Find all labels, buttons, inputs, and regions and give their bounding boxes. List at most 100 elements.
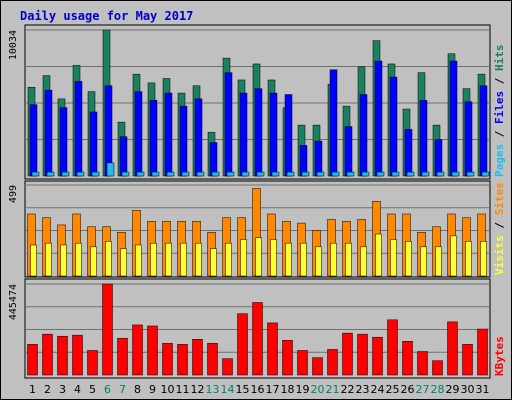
bar-pages-day-19: [301, 171, 310, 177]
bar-kbytes-day-11: [177, 344, 188, 376]
bar-kbytes-day-25: [387, 319, 398, 376]
bar-kbytes-day-21: [327, 349, 338, 376]
bar-visits-day-24: [375, 233, 382, 277]
bar-files-day-11: [179, 105, 188, 177]
bar-visits-day-11: [180, 242, 187, 277]
bar-files-day-15: [239, 92, 248, 177]
bar-pages-day-8: [136, 171, 145, 177]
bar-kbytes-day-13: [207, 343, 218, 376]
bar-visits-day-16: [255, 237, 262, 277]
panel-hits: 10034 Pages / Files / Hits: [8, 24, 506, 180]
bar-kbytes-day-3: [57, 335, 68, 376]
bar-pages-day-30: [466, 171, 475, 177]
bar-visits-day-14: [225, 242, 232, 277]
bar-pages-day-9: [151, 171, 160, 177]
bar-visits-day-26: [405, 241, 412, 277]
bar-kbytes-day-17: [267, 322, 278, 376]
bar-files-day-27: [419, 100, 428, 177]
ytick-label-sites: 499: [8, 185, 19, 203]
bar-kbytes-day-10: [162, 343, 173, 376]
xtick-label-day-29: 29: [446, 383, 460, 396]
bar-files-day-18: [284, 94, 293, 177]
bar-visits-day-18: [285, 242, 292, 277]
bar-pages-day-24: [376, 171, 385, 177]
bar-kbytes-day-20: [312, 357, 323, 376]
bar-pages-day-11: [181, 171, 190, 177]
bar-kbytes-day-29: [447, 321, 458, 376]
xtick-label-day-17: 17: [266, 383, 280, 396]
bar-pages-day-27: [421, 171, 430, 177]
xtick-label-day-6: 6: [104, 383, 111, 396]
bar-visits-day-9: [150, 242, 157, 277]
xtick-label-day-15: 15: [236, 383, 250, 396]
bar-pages-day-7: [121, 171, 130, 177]
legend-kbytes: KBytes: [493, 336, 506, 376]
bar-files-day-14: [224, 72, 233, 177]
panel-sites: 499 Visits / Sites: [8, 180, 506, 278]
legend-item-kbytes: KBytes: [493, 336, 506, 376]
bar-pages-day-15: [241, 171, 250, 177]
bar-visits-day-19: [300, 242, 307, 277]
bar-files-day-20: [314, 140, 323, 177]
bar-visits-day-30: [465, 241, 472, 277]
bar-files-day-12: [194, 98, 203, 177]
legend-hits: Pages / Files / Hits: [493, 45, 506, 178]
bar-visits-day-20: [315, 246, 322, 277]
bar-files-day-13: [209, 142, 218, 177]
xtick-label-day-13: 13: [206, 383, 220, 396]
bar-kbytes-day-14: [222, 358, 233, 376]
bar-kbytes-day-26: [402, 341, 413, 376]
bar-files-day-26: [404, 129, 413, 177]
ytick-label-kbytes: 445474: [8, 284, 19, 320]
xtick-label-day-14: 14: [221, 383, 235, 396]
bar-visits-day-7: [120, 248, 127, 277]
legend-item-sites: Sites: [493, 182, 506, 215]
xtick-label-day-2: 2: [44, 383, 51, 396]
bar-pages-day-12: [196, 171, 205, 177]
bar-kbytes-day-8: [132, 324, 143, 376]
x-axis-day-labels: 1 2 3 4 5 6 7 8 9 10 11 12 13 14 15 16 17 18 19 20 21 22 23 24 2…: [29, 383, 490, 396]
xtick-label-day-16: 16: [251, 383, 265, 396]
bar-visits-day-15: [240, 239, 247, 277]
bar-visits-day-25: [390, 239, 397, 277]
bar-kbytes-day-1: [27, 344, 38, 376]
bar-files-day-6: [104, 85, 113, 177]
xtick-label-day-30: 30: [461, 383, 475, 396]
xtick-label-day-24: 24: [371, 383, 385, 396]
bar-pages-day-10: [166, 171, 175, 177]
xtick-label-day-9: 9: [149, 383, 156, 396]
xtick-label-day-5: 5: [89, 383, 96, 396]
legend-item-pages: Pages: [493, 144, 506, 177]
bar-visits-day-3: [60, 244, 67, 277]
bar-kbytes-day-15: [237, 313, 248, 376]
legend-separator: /: [493, 71, 506, 91]
bar-files-day-16: [254, 88, 263, 177]
bar-kbytes-day-6: [102, 283, 113, 376]
chart-panels: 10034 Pages / Files / Hits 499 Visits / Sit…: [8, 24, 506, 379]
xtick-label-day-18: 18: [281, 383, 295, 396]
bar-visits-day-6: [105, 241, 112, 277]
bar-visits-day-22: [345, 242, 352, 277]
bar-pages-day-26: [406, 171, 415, 177]
bar-pages-day-4: [76, 171, 85, 177]
legend-item-visits: Visits: [493, 235, 506, 275]
bar-kbytes-day-4: [72, 334, 83, 376]
xtick-label-day-23: 23: [356, 383, 370, 396]
bar-visits-day-28: [435, 246, 442, 277]
bar-files-day-4: [74, 81, 83, 177]
legend-separator: /: [493, 124, 506, 144]
bar-pages-day-2: [46, 171, 55, 177]
bar-visits-day-2: [45, 242, 52, 277]
xtick-label-day-8: 8: [134, 383, 141, 396]
bar-pages-day-1: [31, 171, 40, 177]
xtick-label-day-11: 11: [176, 383, 190, 396]
bar-files-day-2: [44, 89, 53, 177]
xtick-label-day-28: 28: [431, 383, 445, 396]
bar-pages-day-20: [316, 171, 325, 177]
xtick-label-day-7: 7: [119, 383, 126, 396]
bar-files-day-8: [134, 91, 143, 177]
bar-files-day-22: [344, 126, 353, 177]
bar-kbytes-day-5: [87, 350, 98, 376]
bar-visits-day-21: [330, 242, 337, 277]
